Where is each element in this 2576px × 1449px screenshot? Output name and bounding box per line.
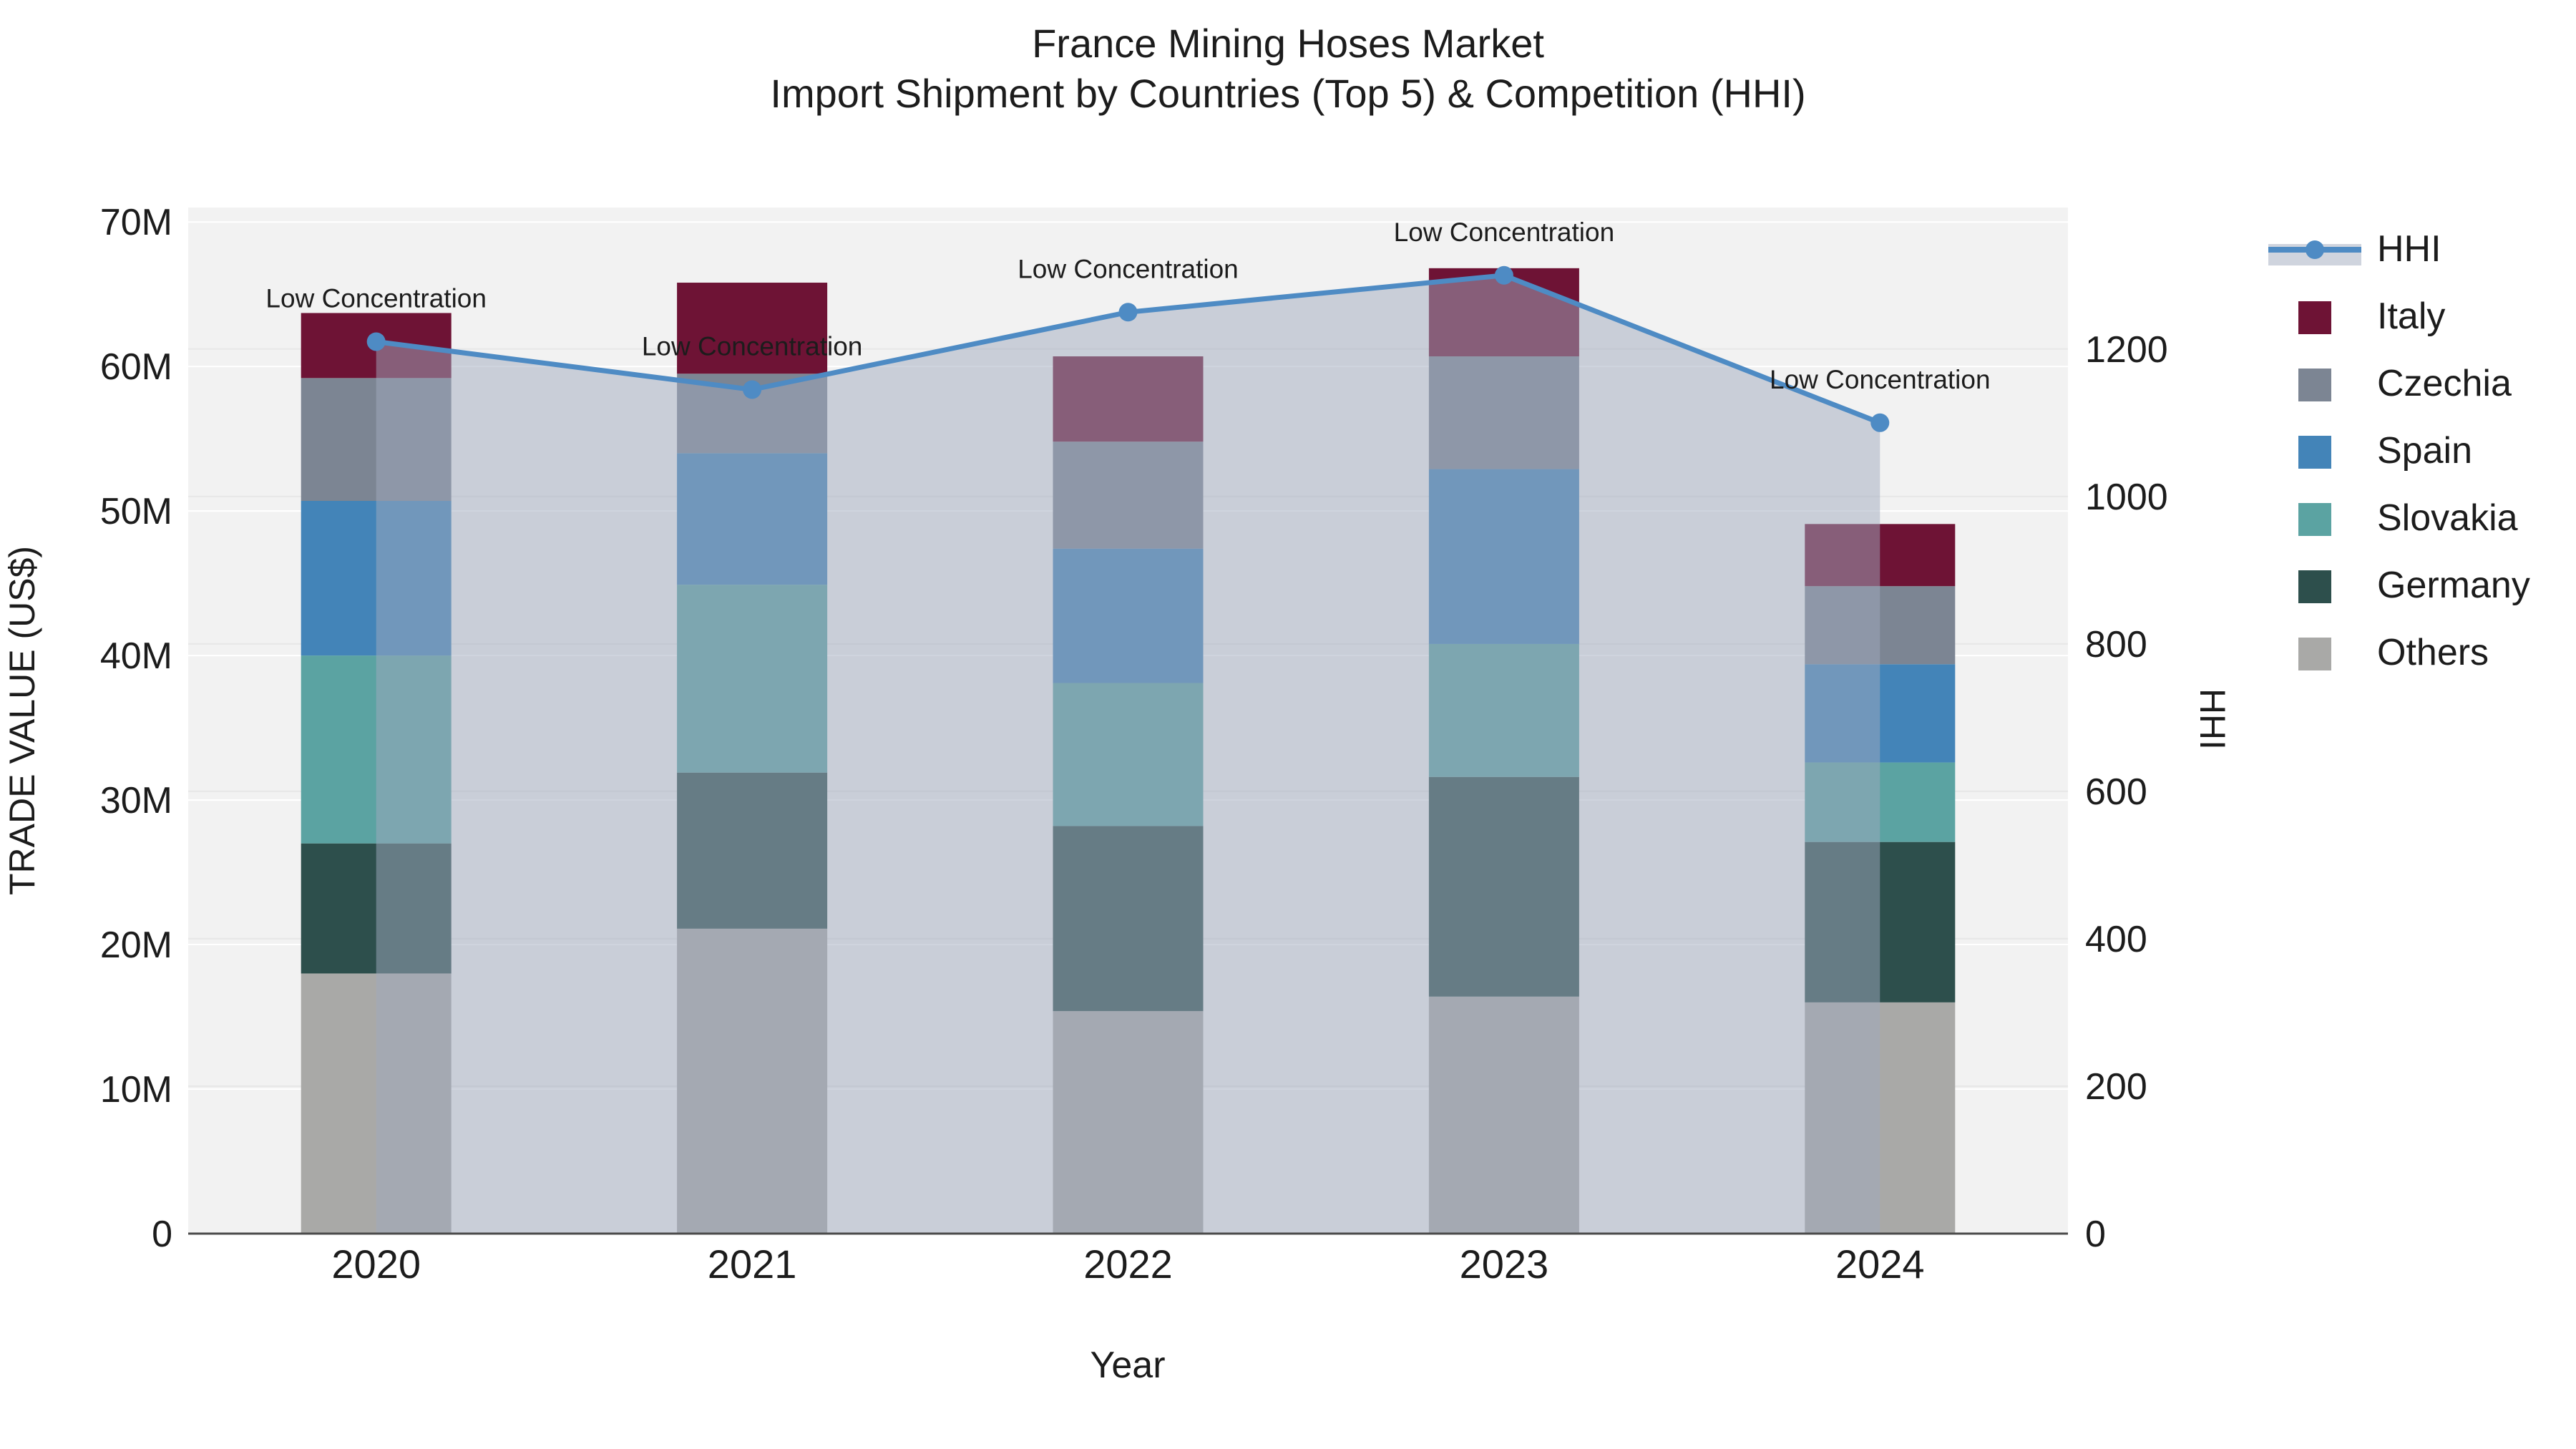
y-left-tick-0: 0: [152, 1214, 172, 1255]
legend-label-slovakia: Slovakia: [2377, 497, 2518, 539]
legend-swatch-slovakia: [2298, 503, 2331, 536]
y-right-tick-0: 0: [2085, 1214, 2106, 1255]
hhi-line: [366, 265, 1890, 432]
y-right-tick-800: 800: [2085, 624, 2147, 665]
legend-item-germany[interactable]: Germany: [2298, 565, 2530, 606]
y-left-tick-50M: 50M: [100, 491, 172, 532]
legend-item-others[interactable]: Others: [2298, 632, 2489, 673]
legend-label-others: Others: [2377, 632, 2489, 673]
legend-item-czechia[interactable]: Czechia: [2298, 363, 2512, 404]
legend: HHI Italy Czechia Spain Slovakia Germany Other…: [2268, 228, 2530, 673]
chart-title-line2: Import Shipment by Countries (Top 5) & C…: [770, 71, 1805, 116]
hhi-area-fill: [376, 275, 1880, 1234]
x-tick-2024: 2024: [1835, 1241, 1925, 1287]
legend-item-italy[interactable]: Italy: [2298, 296, 2445, 337]
legend-label-germany: Germany: [2377, 565, 2530, 606]
hhi-marker-2021: [743, 380, 762, 399]
bar-segment-italy-2021: [677, 283, 828, 374]
y-right-tick-1000: 1000: [2085, 477, 2168, 518]
legend-swatch-italy: [2298, 301, 2331, 334]
legend-item-slovakia[interactable]: Slovakia: [2298, 497, 2518, 539]
y-left-tick-20M: 20M: [100, 924, 172, 966]
annotations: Low Concentration Low Concentration Low Co…: [265, 218, 1990, 394]
annotation-low-concentration-2022: Low Concentration: [1018, 254, 1239, 283]
legend-swatch-spain: [2298, 436, 2331, 469]
annotation-low-concentration-2023: Low Concentration: [1394, 218, 1615, 247]
hhi-marker-2020: [366, 332, 386, 351]
legend-item-spain[interactable]: Spain: [2298, 430, 2472, 472]
y-left-tick-70M: 70M: [100, 202, 172, 243]
x-axis-title: Year: [1090, 1345, 1165, 1386]
y-left-tick-60M: 60M: [100, 346, 172, 388]
x-tick-2020: 2020: [331, 1241, 421, 1287]
legend-label-czechia: Czechia: [2377, 363, 2512, 404]
y-axis-left-title: TRADE VALUE (US$): [2, 546, 42, 895]
legend-swatch-germany: [2298, 570, 2331, 603]
legend-swatch-czechia: [2298, 369, 2331, 401]
y-axis-right-title: HHI: [2192, 688, 2233, 750]
chart-title-line1: France Mining Hoses Market: [1032, 21, 1544, 66]
hhi-marker-2022: [1118, 303, 1138, 322]
x-tick-2021: 2021: [708, 1241, 797, 1287]
legend-hhi-marker-swatch: [2306, 240, 2324, 259]
annotation-low-concentration-2021: Low Concentration: [642, 331, 863, 361]
y-right-tick-1200: 1200: [2085, 329, 2168, 371]
legend-label-hhi: HHI: [2377, 228, 2441, 270]
axis-ticks: 0 10M 20M 30M 40M 50M 60M 70M 0 200 400 600 800 1000 1…: [100, 202, 2168, 1287]
x-tick-2022: 2022: [1083, 1241, 1173, 1287]
y-right-tick-600: 600: [2085, 771, 2147, 813]
annotation-low-concentration-2024: Low Concentration: [1770, 365, 1991, 394]
annotation-low-concentration-2020: Low Concentration: [265, 283, 487, 313]
x-tick-2023: 2023: [1460, 1241, 1549, 1287]
legend-item-hhi[interactable]: HHI: [2268, 228, 2441, 270]
y-left-tick-40M: 40M: [100, 635, 172, 677]
hhi-marker-2023: [1494, 265, 1513, 285]
hhi-area-polygon: [376, 275, 1880, 1234]
y-right-tick-400: 400: [2085, 919, 2147, 960]
legend-label-spain: Spain: [2377, 430, 2472, 472]
y-right-tick-200: 200: [2085, 1066, 2147, 1108]
hhi-marker-2024: [1870, 413, 1890, 432]
y-left-tick-30M: 30M: [100, 780, 172, 821]
legend-label-italy: Italy: [2377, 296, 2445, 337]
legend-swatch-others: [2298, 638, 2331, 670]
y-left-tick-10M: 10M: [100, 1069, 172, 1111]
